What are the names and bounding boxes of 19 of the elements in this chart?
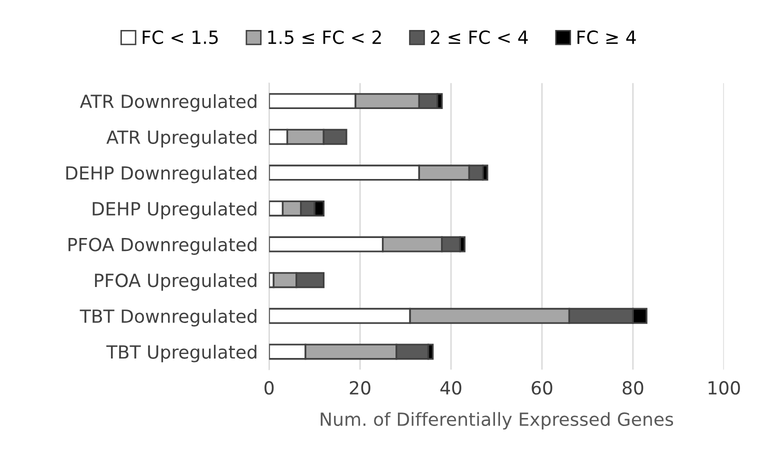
y-tick-label: ATR Downregulated <box>80 94 256 112</box>
x-tick-label: 80 <box>622 381 644 395</box>
y-tick-label: PFOA Downregulated <box>68 237 256 255</box>
x-tick-label: 40 <box>440 381 462 395</box>
y-tick-label: DEHP Downregulated <box>66 166 256 184</box>
legend-label: 2 ≤ FC < 4 <box>430 30 528 44</box>
y-tick-label: TBT Downregulated <box>80 309 256 327</box>
legend-label: FC ≥ 4 <box>578 30 636 44</box>
x-axis-title: Num. of Differentially Expressed Genes <box>320 412 674 430</box>
x-tick-label: 0 <box>264 381 274 395</box>
x-tick-label: 100 <box>708 381 740 395</box>
y-tick-label: PFOA Upregulated <box>95 273 256 291</box>
y-tick-label: ATR Upregulated <box>106 130 256 148</box>
y-tick-label: TBT Upregulated <box>106 344 256 362</box>
legend-label: FC < 1.5 <box>142 30 218 44</box>
x-tick-label: 20 <box>350 381 370 395</box>
y-tick-label: DEHP Upregulated <box>92 202 256 220</box>
legend-label: 1.5 ≤ FC < 2 <box>268 30 381 44</box>
x-tick-label: 60 <box>532 381 552 395</box>
